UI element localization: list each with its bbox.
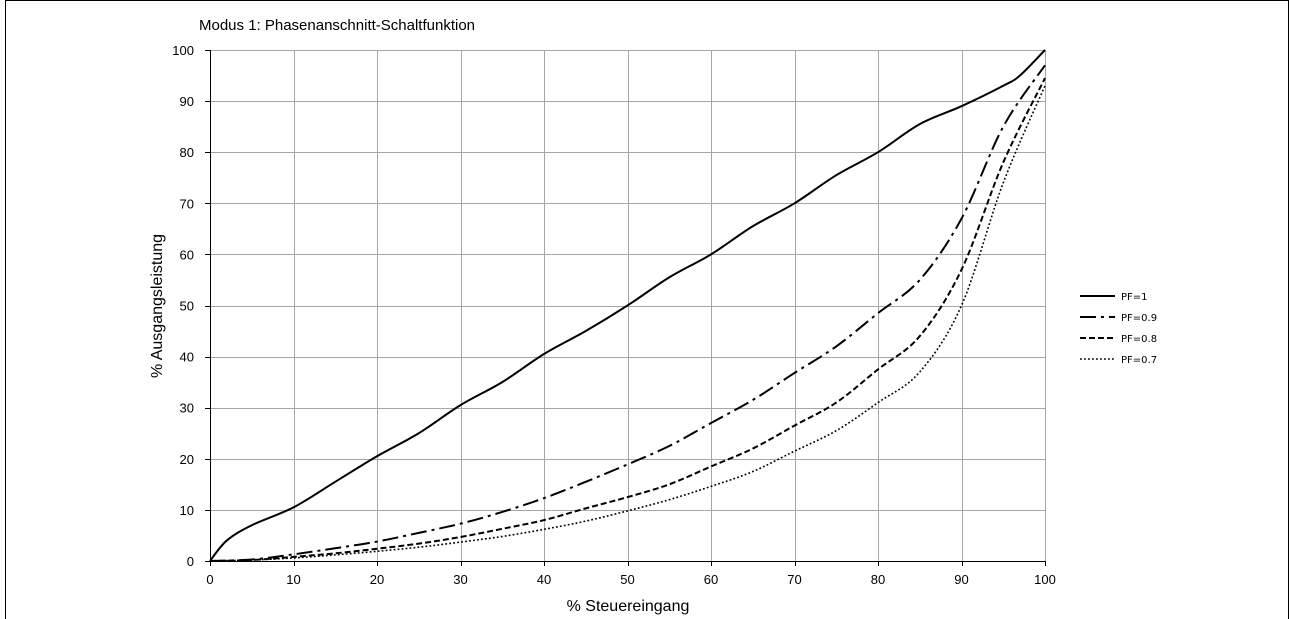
y-tick-label: 80 bbox=[180, 145, 194, 160]
legend-entry: PF=1 bbox=[1121, 292, 1148, 303]
series-line-pf-0-9 bbox=[209, 64, 1046, 562]
y-tick-label: 60 bbox=[180, 247, 194, 262]
y-tick-label: 10 bbox=[180, 503, 194, 518]
y-axis-label: % Ausgangsleistung bbox=[149, 234, 166, 378]
x-axis-label: % Steuereingang bbox=[567, 598, 690, 615]
y-tick-label: 100 bbox=[172, 43, 194, 58]
y-tick-label: 30 bbox=[180, 401, 194, 416]
x-tick-label: 0 bbox=[206, 572, 213, 587]
y-tick-label: 20 bbox=[180, 452, 194, 467]
y-tick-labels: 0 10 20 30 40 50 60 70 80 90 100 bbox=[172, 43, 194, 569]
y-tick-label: 40 bbox=[180, 350, 194, 365]
axes bbox=[205, 49, 1047, 566]
y-tick-label: 90 bbox=[180, 94, 194, 109]
plot-lines bbox=[209, 49, 1046, 562]
x-tick-label: 100 bbox=[1034, 572, 1056, 587]
x-tick-label: 90 bbox=[954, 572, 968, 587]
legend: PF=1 PF=0.9 PF=0.8 PF=0.7 bbox=[1080, 292, 1157, 366]
legend-entry: PF=0.7 bbox=[1121, 355, 1157, 366]
series-line-pf-0-8 bbox=[209, 77, 1046, 562]
chart-border bbox=[5, 0, 1289, 619]
x-tick-label: 60 bbox=[704, 572, 718, 587]
x-tick-label: 70 bbox=[787, 572, 801, 587]
x-tick-label: 40 bbox=[537, 572, 551, 587]
y-tick-label: 0 bbox=[187, 554, 194, 569]
series-line-pf-1 bbox=[209, 49, 1046, 562]
x-tick-labels: 0 10 20 30 40 50 60 70 80 90 100 bbox=[206, 572, 1055, 587]
x-tick-label: 30 bbox=[453, 572, 467, 587]
chart-title: Modus 1: Phasenanschnitt-Schaltfunktion bbox=[199, 17, 475, 34]
legend-entry: PF=0.9 bbox=[1121, 313, 1157, 324]
gridlines bbox=[210, 50, 1046, 561]
series-line-pf-0-7 bbox=[209, 85, 1046, 562]
y-tick-label: 50 bbox=[180, 299, 194, 314]
legend-entry: PF=0.8 bbox=[1121, 334, 1157, 345]
x-tick-label: 50 bbox=[620, 572, 634, 587]
x-tick-label: 10 bbox=[286, 572, 300, 587]
x-tick-label: 20 bbox=[370, 572, 384, 587]
x-tick-label: 80 bbox=[871, 572, 885, 587]
y-tick-label: 70 bbox=[180, 196, 194, 211]
